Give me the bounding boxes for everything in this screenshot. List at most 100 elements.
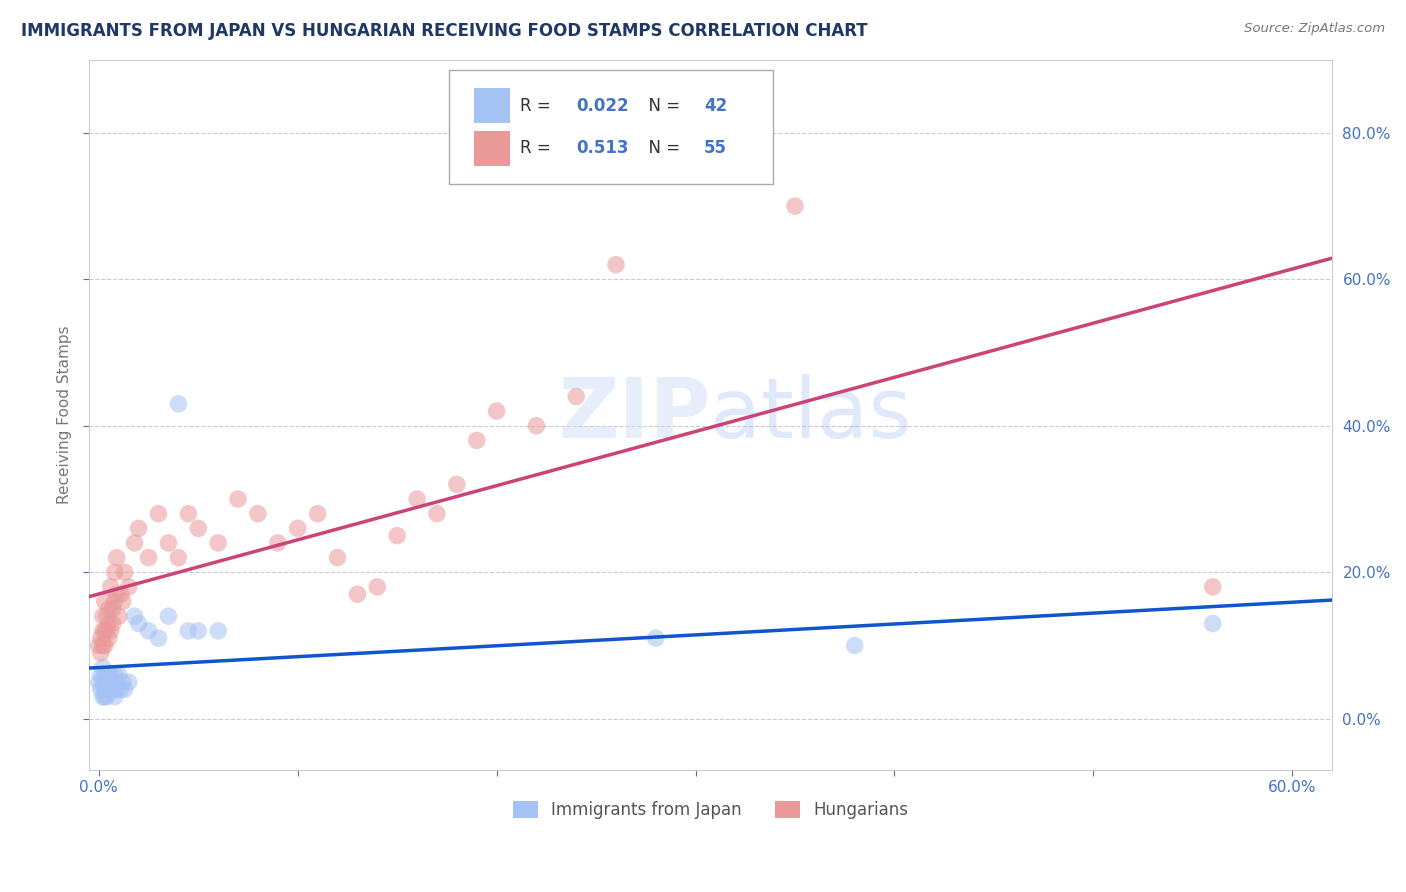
Text: 42: 42	[704, 96, 727, 115]
Point	[267, 536, 290, 550]
Point	[783, 199, 806, 213]
Y-axis label: Receiving Food Stamps: Receiving Food Stamps	[58, 326, 72, 504]
Point	[97, 682, 120, 697]
Point	[90, 682, 112, 697]
Point	[104, 690, 127, 704]
Text: ZIP: ZIP	[558, 375, 710, 455]
Point	[1202, 580, 1225, 594]
Text: N =: N =	[638, 96, 686, 115]
Point	[114, 566, 136, 580]
Point	[287, 521, 309, 535]
Point	[100, 675, 122, 690]
FancyBboxPatch shape	[474, 88, 510, 123]
Point	[157, 536, 180, 550]
Point	[94, 639, 117, 653]
Text: 0.513: 0.513	[576, 139, 628, 157]
Point	[96, 667, 118, 681]
Point	[90, 631, 112, 645]
Point	[97, 631, 120, 645]
Point	[207, 536, 229, 550]
Legend: Immigrants from Japan, Hungarians: Immigrants from Japan, Hungarians	[506, 794, 915, 826]
Point	[100, 580, 122, 594]
Point	[91, 609, 114, 624]
Point	[605, 258, 627, 272]
Point	[91, 675, 114, 690]
Text: IMMIGRANTS FROM JAPAN VS HUNGARIAN RECEIVING FOOD STAMPS CORRELATION CHART: IMMIGRANTS FROM JAPAN VS HUNGARIAN RECEI…	[21, 22, 868, 40]
Point	[406, 491, 429, 506]
Point	[326, 550, 349, 565]
Point	[117, 580, 139, 594]
Point	[844, 639, 866, 653]
Point	[100, 682, 122, 697]
Point	[94, 690, 117, 704]
Point	[307, 507, 329, 521]
Point	[128, 521, 150, 535]
Point	[366, 580, 388, 594]
Point	[100, 624, 122, 638]
FancyBboxPatch shape	[450, 70, 773, 184]
Point	[104, 566, 127, 580]
Point	[91, 660, 114, 674]
Point	[90, 667, 112, 681]
Point	[177, 624, 200, 638]
Text: 55: 55	[704, 139, 727, 157]
Point	[111, 675, 134, 690]
Point	[91, 639, 114, 653]
Point	[101, 602, 124, 616]
Point	[446, 477, 468, 491]
Point	[97, 602, 120, 616]
Text: N =: N =	[638, 139, 686, 157]
Point	[187, 624, 209, 638]
Text: Source: ZipAtlas.com: Source: ZipAtlas.com	[1244, 22, 1385, 36]
Point	[94, 667, 117, 681]
Point	[101, 616, 124, 631]
Point	[167, 397, 190, 411]
Point	[97, 675, 120, 690]
Point	[107, 667, 129, 681]
Point	[110, 587, 132, 601]
Point	[97, 616, 120, 631]
Point	[105, 682, 128, 697]
Point	[346, 587, 368, 601]
Point	[110, 682, 132, 697]
Text: 0.022: 0.022	[576, 96, 628, 115]
Point	[94, 675, 117, 690]
Text: R =: R =	[520, 139, 557, 157]
Point	[94, 682, 117, 697]
Point	[246, 507, 269, 521]
Point	[101, 682, 124, 697]
Point	[485, 404, 508, 418]
Point	[385, 528, 408, 542]
Point	[565, 389, 588, 403]
Point	[644, 631, 666, 645]
Point	[96, 624, 118, 638]
Point	[124, 609, 146, 624]
FancyBboxPatch shape	[474, 131, 510, 166]
Point	[104, 667, 127, 681]
Point	[465, 434, 488, 448]
Point	[138, 624, 160, 638]
Point	[148, 631, 170, 645]
Text: R =: R =	[520, 96, 557, 115]
Point	[426, 507, 449, 521]
Point	[1202, 616, 1225, 631]
Point	[167, 550, 190, 565]
Point	[91, 624, 114, 638]
Point	[226, 491, 249, 506]
Point	[90, 646, 112, 660]
Point	[138, 550, 160, 565]
Point	[91, 690, 114, 704]
Point	[107, 609, 129, 624]
Text: atlas: atlas	[710, 375, 912, 455]
Point	[187, 521, 209, 535]
Point	[104, 594, 127, 608]
Point	[87, 639, 110, 653]
Point	[96, 682, 118, 697]
Point	[117, 675, 139, 690]
Point	[207, 624, 229, 638]
Point	[177, 507, 200, 521]
Point	[97, 667, 120, 681]
Point	[111, 594, 134, 608]
Point	[128, 616, 150, 631]
Point	[105, 550, 128, 565]
